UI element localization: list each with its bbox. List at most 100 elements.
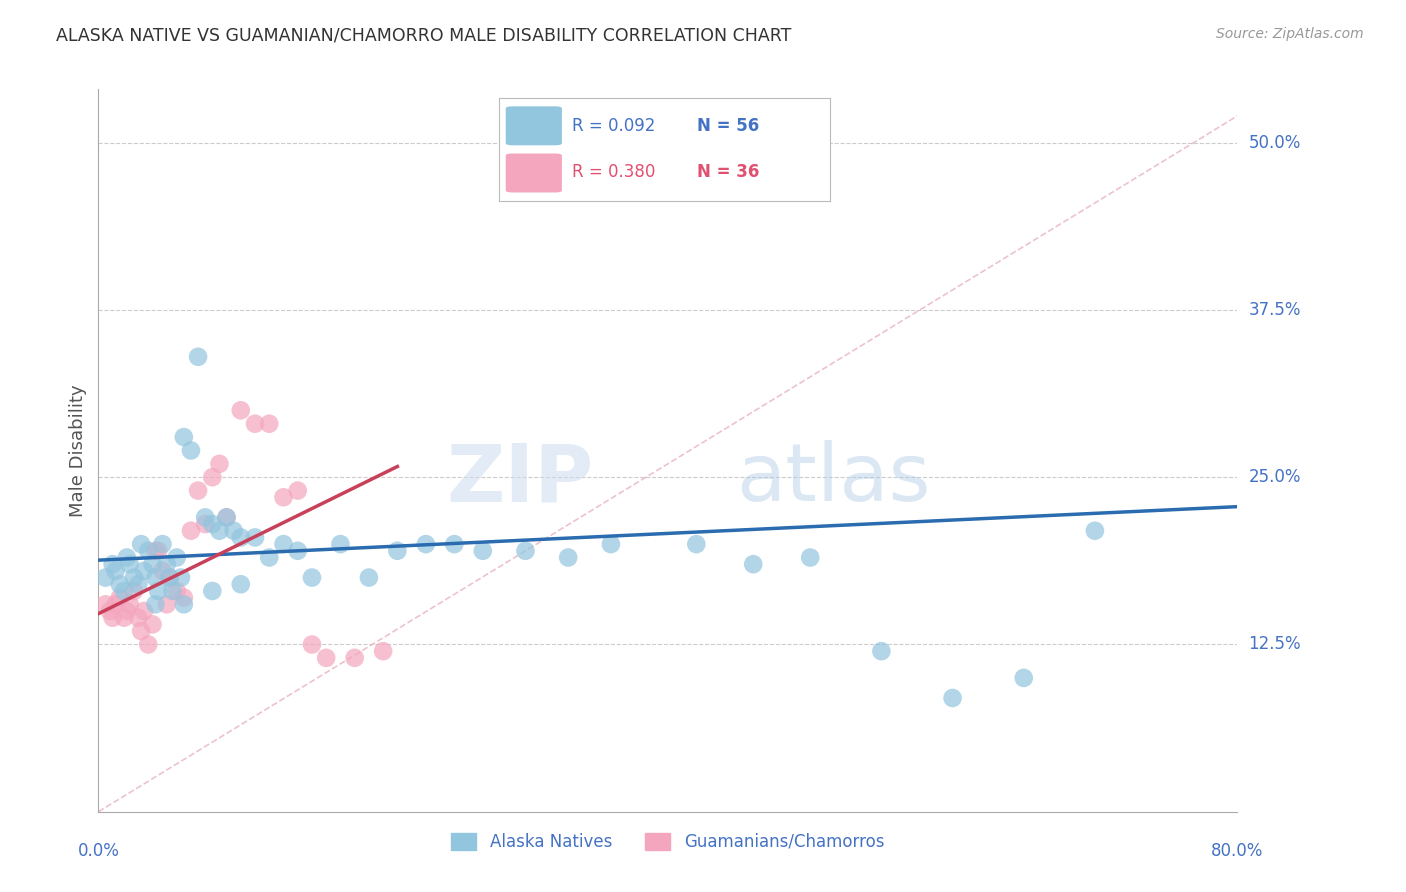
Point [180,443,202,458]
Point [315,651,337,665]
Y-axis label: Male Disability: Male Disability [69,384,87,516]
Point [201,470,224,484]
Point [471,543,494,558]
Point [259,417,281,431]
Point [127,611,149,625]
Point [173,591,195,605]
Point [329,537,352,551]
Point [173,598,195,612]
Text: 50.0%: 50.0% [1249,134,1301,152]
Point [94,571,117,585]
Point [1084,524,1107,538]
Point [415,537,437,551]
Text: atlas: atlas [737,441,931,518]
Point [187,350,209,364]
Point [443,537,465,551]
Point [132,604,155,618]
Point [557,550,579,565]
Point [136,543,159,558]
Point [742,557,765,572]
Point [115,550,138,565]
Point [152,537,174,551]
Point [136,637,159,651]
Text: R = 0.092: R = 0.092 [572,117,655,135]
Text: 0.0%: 0.0% [77,842,120,860]
Point [243,530,266,544]
Point [301,637,323,651]
Point [101,557,124,572]
Point [104,564,127,578]
Point [156,598,179,612]
Point [343,651,366,665]
Point [208,524,231,538]
Point [148,584,170,599]
Point [127,577,149,591]
Point [942,690,965,705]
Point [287,483,309,498]
Point [166,550,188,565]
Point [273,491,295,505]
Point [515,543,537,558]
Text: 12.5%: 12.5% [1249,635,1301,654]
Point [112,584,135,599]
Point [166,584,188,599]
Legend: Alaska Natives, Guamanians/Chamorros: Alaska Natives, Guamanians/Chamorros [444,826,891,857]
Point [222,524,245,538]
Point [141,617,163,632]
Point [94,598,117,612]
Point [118,598,141,612]
Text: ZIP: ZIP [447,441,593,518]
Point [357,571,380,585]
Point [208,457,231,471]
Point [870,644,893,658]
Point [180,524,202,538]
Point [229,530,252,544]
Point [273,537,295,551]
Point [98,604,121,618]
Point [373,644,395,658]
Point [115,604,138,618]
Point [145,543,167,558]
Text: 80.0%: 80.0% [1211,842,1264,860]
Point [122,584,145,599]
Text: ALASKA NATIVE VS GUAMANIAN/CHAMORRO MALE DISABILITY CORRELATION CHART: ALASKA NATIVE VS GUAMANIAN/CHAMORRO MALE… [56,27,792,45]
Point [108,591,131,605]
Point [108,577,131,591]
FancyBboxPatch shape [506,106,562,145]
Point [159,571,181,585]
Text: 25.0%: 25.0% [1249,468,1301,486]
Point [101,611,124,625]
Point [187,483,209,498]
Point [243,417,266,431]
Point [129,537,152,551]
Point [173,430,195,444]
Point [141,557,163,572]
Point [159,571,181,585]
Point [194,517,217,532]
Point [201,584,224,599]
Point [229,403,252,417]
FancyBboxPatch shape [506,153,562,193]
Point [685,537,707,551]
Point [643,182,665,196]
Point [194,510,217,524]
Point [118,557,141,572]
Text: N = 36: N = 36 [697,163,759,181]
Point [104,598,127,612]
Point [600,537,623,551]
Point [132,564,155,578]
Point [156,557,179,572]
Point [1012,671,1035,685]
Point [170,571,193,585]
Point [145,571,167,585]
Text: N = 56: N = 56 [697,117,759,135]
Text: R = 0.380: R = 0.380 [572,163,655,181]
Point [229,577,252,591]
Point [122,571,145,585]
Point [112,611,135,625]
Point [145,598,167,612]
Text: Source: ZipAtlas.com: Source: ZipAtlas.com [1216,27,1364,41]
Point [287,543,309,558]
Point [799,550,821,565]
Text: 37.5%: 37.5% [1249,301,1301,319]
